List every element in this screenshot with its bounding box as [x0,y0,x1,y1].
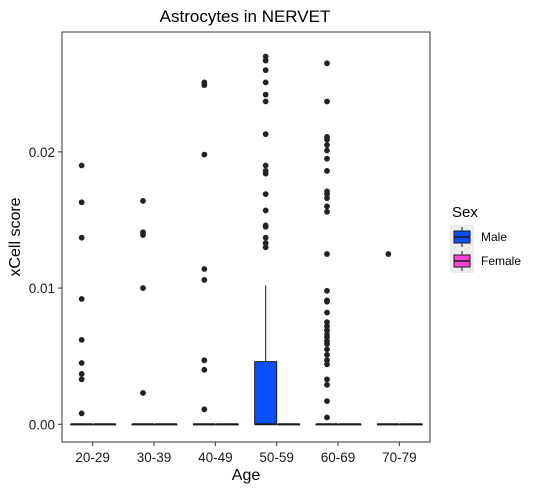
x-tick-label: 50-59 [259,450,294,465]
plot-panel [61,31,431,443]
outlier-point [262,162,269,169]
legend-title: Sex [452,204,478,221]
x-tick-label: 60-69 [321,450,356,465]
outlier-point [201,151,208,158]
box-male [254,361,278,425]
outlier-point [201,357,208,364]
outlier-point [324,191,330,197]
legend-entry-female: Female [450,249,521,273]
x-tick-label: 40-49 [198,450,233,465]
outlier-point [140,285,146,291]
outlier-point [324,346,330,353]
outlier-point [262,98,269,105]
legend: Sex Male Female [450,204,521,273]
x-tick-label: 30-39 [137,450,172,465]
outlier-point [324,323,330,330]
legend-label: Female [481,254,521,268]
outlier-point [262,57,269,64]
outlier-point [262,53,269,60]
outlier-point [262,234,269,241]
outlier-point [324,381,330,388]
outlier-point [262,207,269,214]
outlier-point [324,376,330,383]
x-axis: 20-29 30-39 40-49 50-59 60-69 70-79 [75,442,417,465]
y-axis: 0.00 0.01 0.02 [29,145,62,432]
outlier-point [324,287,330,294]
outlier-point [201,266,208,272]
outlier-point [324,298,330,305]
outlier-point [262,223,269,230]
outlier-point [262,170,269,177]
outlier-point [140,390,146,396]
outlier-point [262,240,269,247]
outlier-point [262,91,269,98]
outlier-point [324,251,330,257]
y-axis-title: xCell score [7,197,24,276]
outlier-point [262,67,269,74]
outlier-point [201,277,208,283]
outlier-point [201,82,208,89]
legend-entry-male: Male [450,225,507,249]
y-tick-label: 0.02 [29,145,55,160]
outlier-point [324,319,330,326]
outlier-point [78,336,85,343]
outlier-point [324,208,330,215]
outlier-point [78,410,85,417]
outlier-point [201,366,208,373]
outlier-point [78,162,85,169]
outlier-point [324,327,330,334]
outlier-point [78,360,85,366]
outlier-point [324,142,330,148]
outlier-point [78,234,85,241]
outlier-point [78,370,85,377]
outlier-point [324,155,330,162]
chart-title: Astrocytes in NERVET [160,7,331,26]
outlier-point [78,376,85,383]
outlier-point [324,309,330,316]
outlier-point [78,199,85,206]
outlier-point [262,191,269,197]
outlier-point [201,406,208,413]
outlier-point [324,195,330,202]
outlier-point [140,232,146,238]
outlier-point [324,60,330,67]
outlier-point [324,136,330,143]
outlier-point [140,198,146,204]
outlier-point [324,98,330,105]
y-tick-label: 0.00 [29,417,55,432]
outlier-layer [78,53,392,421]
outlier-point [324,334,330,341]
outlier-point [324,147,330,154]
outlier-point [385,251,392,257]
outlier-point [324,398,330,405]
outlier-point [262,244,269,251]
outlier-point [262,79,269,86]
x-axis-title: Age [232,467,261,484]
x-tick-label: 70-79 [382,450,417,465]
y-tick-label: 0.01 [29,281,55,296]
outlier-point [324,351,330,358]
x-tick-label: 20-29 [75,450,110,465]
outlier-point [262,131,269,138]
legend-label: Male [481,230,507,244]
outlier-point [324,414,330,421]
outlier-point [324,341,330,347]
outlier-point [324,168,330,174]
outlier-point [324,357,330,364]
outlier-point [324,361,330,368]
outlier-point [324,203,330,210]
box-layer [70,285,423,426]
outlier-point [78,296,85,302]
